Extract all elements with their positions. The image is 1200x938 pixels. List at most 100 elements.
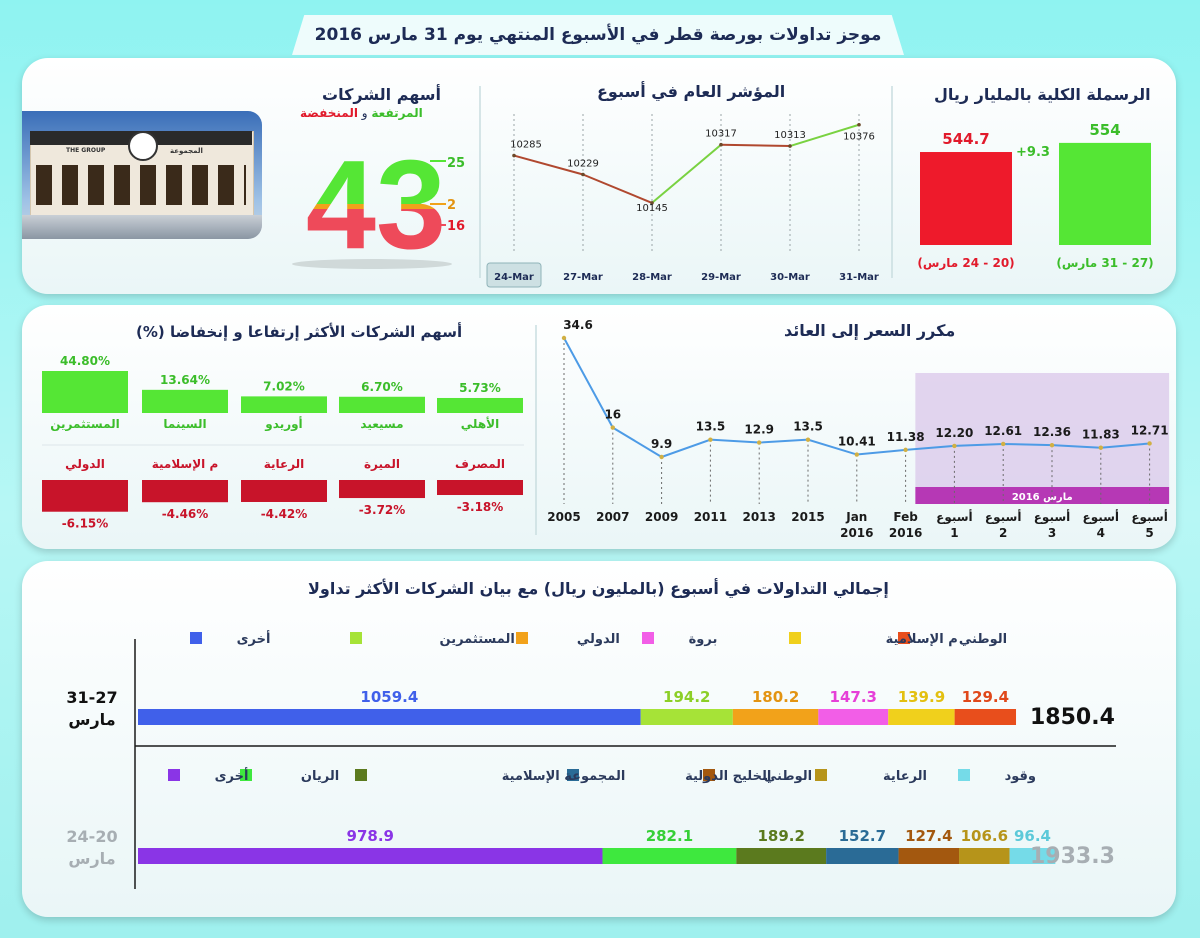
pe-tick-label-2: 1 — [950, 526, 958, 540]
legend-swatch — [958, 769, 970, 781]
volume-month: مارس — [68, 710, 115, 729]
market-cap-value: 554 — [1089, 121, 1120, 139]
gainer-bar — [142, 389, 228, 413]
legend-label: بروة — [689, 632, 718, 647]
volume-segment — [826, 848, 899, 864]
volume-segment — [736, 848, 827, 864]
building-photo: THE GROUP المجموعة — [22, 111, 262, 239]
pe-value-label: 12.9 — [744, 423, 774, 437]
pe-tick-label: أسبوع — [985, 509, 1022, 525]
pe-tick-label: أسبوع — [1131, 509, 1168, 525]
pe-tick-label: 2005 — [547, 510, 580, 524]
loser-name: الميرة — [364, 457, 400, 471]
pe-value-label: 16 — [604, 408, 621, 422]
index-point — [857, 122, 861, 127]
index-value-label: 10376 — [843, 132, 875, 143]
index-tick-label: 24-Mar — [494, 272, 534, 283]
gainer-pct: 7.02% — [263, 379, 305, 393]
pe-point — [903, 447, 908, 453]
loser-pct: -3.18% — [457, 500, 504, 514]
legend-label: الدولي — [577, 632, 620, 647]
volume-segment — [1009, 848, 1056, 864]
volume-segment-value: 194.2 — [663, 688, 710, 706]
companies-graphic: 43 43 43 25 2 16 24-Mar 27-Mar 28-Mar 29-Ma… — [292, 86, 1154, 288]
volume-segment-value: 96.4 — [1014, 827, 1051, 845]
volume-month: مارس — [68, 849, 115, 868]
pe-tick-label: أسبوع — [1034, 509, 1071, 525]
pe-value-label: 12.71 — [1131, 423, 1169, 437]
pe-point — [1098, 445, 1104, 450]
gainer-pct: 6.70% — [361, 380, 403, 394]
movers-chart: 44.80% المستثمرين 13.64% السينما 7.02% أوريدو… — [42, 354, 523, 531]
gainer-name: السينما — [163, 417, 206, 431]
total-number-down: 43 — [306, 134, 446, 275]
volume-segment-value: 152.7 — [839, 827, 886, 845]
legend-swatch — [789, 632, 801, 644]
gainer-bar — [437, 397, 523, 413]
market-cap-chart: 544.7 (20 - 24 مارس) 554 (27 - 31 مارس) +9.3 — [917, 121, 1153, 270]
index-point — [788, 144, 792, 148]
index-value-label: 10145 — [636, 203, 668, 214]
pe-tick-label: Jan — [845, 510, 867, 524]
loser-pct: -4.46% — [162, 507, 209, 521]
index-title: المؤشر العام في أسبوع — [597, 82, 786, 101]
building-sign: THE GROUP — [66, 147, 106, 154]
volume-segment-value: 129.4 — [962, 688, 1009, 706]
volume-segment — [138, 709, 641, 725]
volume-segment-value: 282.1 — [646, 827, 693, 845]
summary-panel: THE GROUP المجموعة أسهم الشركات المرتفعة… — [22, 58, 1176, 294]
pe-tick-label: 2009 — [645, 510, 678, 524]
pe-point — [1001, 441, 1006, 447]
legend-swatch — [898, 632, 910, 644]
legend-label: المستثمرين — [440, 632, 515, 647]
legend-label: المجموعة الإسلامية — [502, 769, 626, 784]
volume-segment — [818, 709, 889, 725]
volume-segment-value: 189.2 — [758, 827, 805, 845]
subtitle-up: المرتفعة — [371, 106, 423, 120]
loser-bar — [42, 480, 128, 512]
companies-title: أسهم الشركات — [322, 85, 442, 104]
market-cap-change: +9.3 — [1016, 145, 1050, 160]
pe-value-label: 11.83 — [1082, 428, 1120, 442]
pe-value-label: 13.5 — [793, 420, 823, 434]
pe-tick-label-2: 2016 — [889, 526, 922, 540]
index-point — [581, 172, 585, 177]
index-line-segment — [513, 154, 584, 176]
volume-period: 31-27 — [66, 688, 117, 707]
legend-label: الوطني — [764, 769, 812, 784]
pe-value-label: 12.20 — [935, 426, 973, 440]
gainer-name: المستثمرين — [50, 417, 120, 431]
movers-pe-panel: أسهم الشركات الأكثر إرتفاعا و إنخفاضا (%… — [22, 305, 1176, 549]
pe-value-label: 10.41 — [838, 435, 876, 449]
legend-swatch — [642, 632, 654, 644]
pe-point — [1147, 441, 1152, 446]
loser-bar — [339, 480, 425, 499]
legend-swatch — [168, 769, 180, 781]
legend-swatch — [190, 632, 202, 644]
index-value-label: 10317 — [705, 129, 737, 140]
loser-bar — [437, 480, 523, 496]
building-sign-ar: المجموعة — [170, 147, 203, 155]
legend-swatch — [516, 632, 528, 644]
total-number-up: 43 — [306, 134, 446, 275]
legend-swatch — [567, 769, 579, 781]
volume-total: 1933.3 — [1030, 844, 1115, 869]
index-value-label: 10229 — [567, 158, 599, 169]
count-down: 16 — [447, 219, 465, 234]
index-point — [719, 142, 723, 147]
number-shadow — [292, 259, 452, 269]
movers-title: أسهم الشركات الأكثر إرتفاعا و إنخفاضا (%… — [136, 323, 463, 341]
volume-segment-value: 127.4 — [905, 827, 952, 845]
loser-pct: -6.15% — [62, 517, 109, 531]
pe-tick-label: أسبوع — [936, 509, 973, 525]
gainer-pct: 5.73% — [459, 381, 501, 395]
index-line-segment — [651, 143, 722, 204]
pe-march-band — [915, 373, 1170, 487]
volume-segment-value: 978.9 — [347, 827, 394, 845]
legend-label: الوطني — [959, 632, 1007, 647]
pe-point — [561, 335, 567, 341]
market-cap-period: (20 - 24 مارس) — [917, 256, 1014, 270]
volume-period: 24-20 — [66, 827, 117, 846]
loser-name: الرعاية — [264, 457, 305, 471]
